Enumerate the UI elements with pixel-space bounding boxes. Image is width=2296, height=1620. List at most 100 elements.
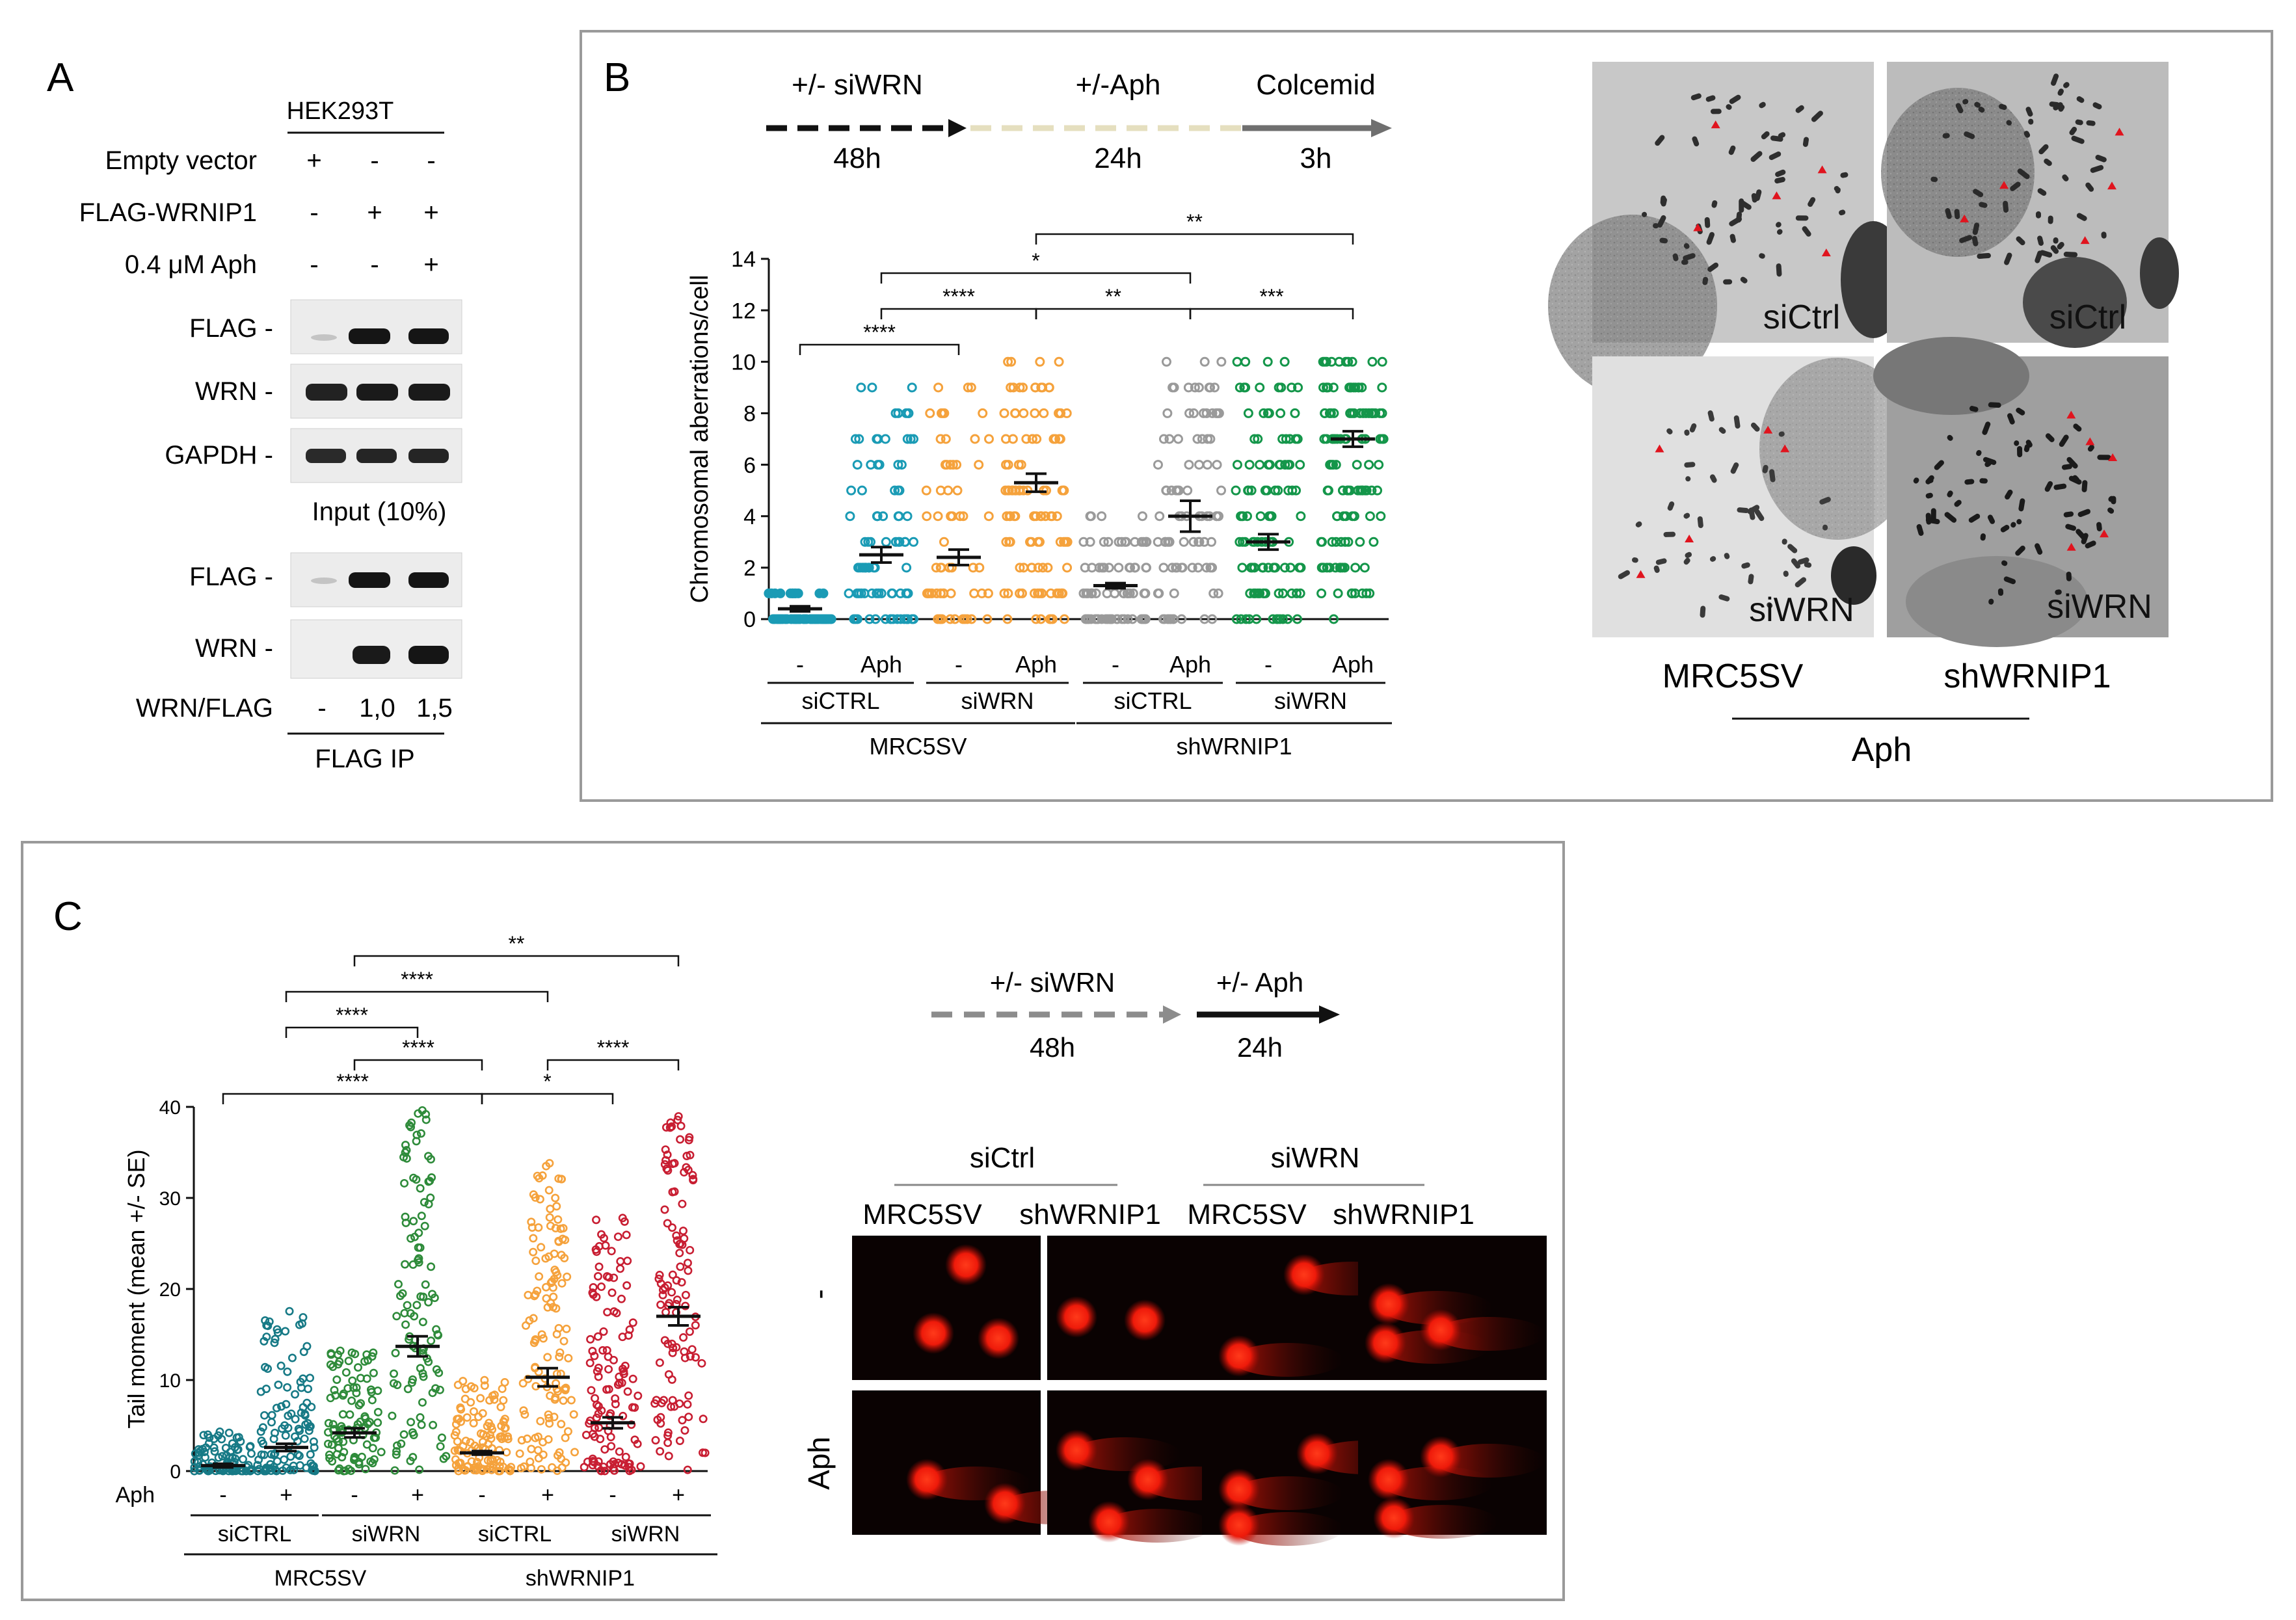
data-point (660, 1205, 669, 1214)
chromosome (1795, 577, 1807, 588)
data-point (1130, 563, 1140, 573)
comet-head (1365, 1322, 1406, 1364)
data-point (534, 1223, 543, 1232)
data-point (408, 1453, 418, 1462)
data-point (931, 563, 941, 573)
data-point (1166, 614, 1176, 624)
chromosome (1775, 169, 1786, 178)
data-point (1253, 434, 1263, 444)
data-point (672, 1231, 681, 1240)
data-point (680, 1353, 689, 1362)
comet-head (984, 1483, 1026, 1524)
data-point (397, 1439, 406, 1448)
data-point (619, 1370, 628, 1379)
chromosome (1660, 195, 1666, 206)
data-point (403, 1385, 412, 1394)
chromosome (1972, 222, 1980, 235)
data-point (500, 1433, 509, 1442)
data-point (234, 1433, 243, 1442)
x-tick-label: - (1264, 651, 1272, 678)
data-point (651, 1436, 660, 1445)
data-point (567, 1396, 576, 1405)
scatter-group (253, 1307, 319, 1476)
nucleus-blob (1881, 88, 2035, 257)
data-point (515, 1449, 524, 1458)
condition-value: - (310, 198, 318, 227)
chromosome (1962, 99, 1969, 105)
data-point (328, 1362, 338, 1372)
data-point (416, 1129, 425, 1138)
chromosome (1925, 492, 1933, 499)
data-point (1008, 434, 1018, 444)
y-tick-label: 10 (731, 351, 756, 375)
chromosome (2010, 181, 2021, 191)
data-point (1171, 563, 1182, 573)
significance-label: **** (336, 1003, 368, 1027)
chromosome (1987, 514, 1996, 524)
data-point (306, 1422, 315, 1431)
data-point (1374, 460, 1384, 470)
data-point (546, 1279, 555, 1288)
data-point (970, 434, 980, 444)
data-point (336, 1346, 345, 1355)
data-point (678, 1240, 687, 1249)
data-point (903, 588, 913, 598)
chromosome (1977, 253, 1991, 259)
data-point (594, 1363, 603, 1372)
data-point (557, 1175, 567, 1184)
data-point (247, 1449, 256, 1458)
data-point (1002, 511, 1012, 522)
chromosome (1737, 507, 1749, 513)
data-point (593, 1332, 602, 1341)
data-point (488, 1455, 497, 1464)
significance-bracket: **** (880, 285, 1037, 319)
significance-bracket: **** (222, 1070, 483, 1104)
x-tick-label: - (1112, 651, 1119, 678)
data-point (660, 1283, 669, 1292)
data-point (330, 1385, 339, 1394)
timeline-arrowhead (948, 119, 967, 137)
data-point (392, 1450, 401, 1459)
data-point (664, 1370, 673, 1379)
data-point (1198, 408, 1208, 418)
bracket-line (353, 1059, 483, 1070)
data-point (466, 1438, 475, 1447)
chromosome (1741, 562, 1750, 569)
data-point (418, 1318, 427, 1327)
data-point (1336, 537, 1346, 547)
data-point (1093, 614, 1103, 624)
data-point (570, 1448, 580, 1457)
scatter-group (650, 1112, 710, 1474)
data-point (594, 1372, 603, 1381)
chromosome (2077, 509, 2091, 517)
chromosome (1684, 462, 1696, 468)
data-point (554, 1215, 563, 1224)
comet-head (1283, 1254, 1325, 1295)
data-point (628, 1403, 637, 1412)
data-point (681, 1290, 690, 1299)
comet-group-label: siWRN (1271, 1142, 1360, 1174)
data-point (1206, 537, 1216, 547)
data-point (663, 1428, 673, 1437)
data-point (688, 1171, 697, 1180)
data-point (1136, 537, 1147, 547)
data-point (1035, 614, 1046, 624)
data-point (306, 1374, 315, 1383)
chromosome (1774, 177, 1785, 184)
data-point (887, 588, 897, 598)
chromosome (2048, 215, 2053, 224)
data-point (1197, 434, 1207, 444)
data-point (902, 434, 913, 444)
data-point (1059, 614, 1069, 624)
data-point (362, 1374, 371, 1383)
band (408, 328, 449, 344)
data-point (604, 1364, 613, 1374)
data-point (1290, 434, 1301, 444)
data-point (585, 1359, 594, 1368)
chromosome (1973, 189, 1984, 198)
chromosome (2023, 131, 2031, 138)
data-point (401, 1141, 410, 1150)
data-point (348, 1376, 357, 1385)
chromosome (1795, 215, 1809, 221)
condition-value: - (310, 250, 318, 279)
